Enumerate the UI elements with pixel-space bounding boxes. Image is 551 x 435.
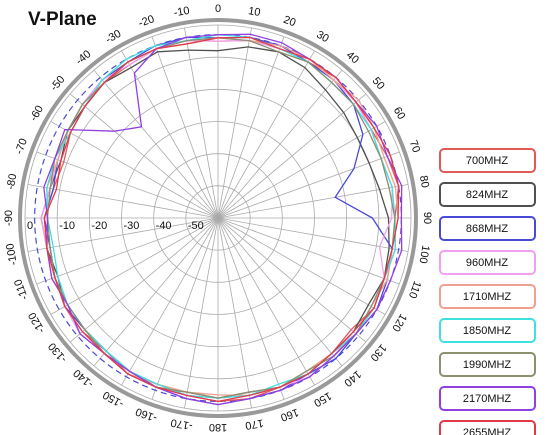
- theta-tick-label: 160: [279, 406, 300, 424]
- theta-tick-label: 170: [244, 416, 264, 431]
- legend-label: 824MHZ: [466, 189, 508, 201]
- grid-ring: [56, 56, 380, 380]
- theta-tick-label: 20: [282, 14, 298, 29]
- legend-label: 2655MHZ: [463, 427, 512, 435]
- theta-tick-label: -70: [13, 137, 30, 156]
- legend-box: [439, 386, 536, 411]
- r-tick-label: -20: [91, 220, 107, 232]
- legend-label: 1850MHZ: [463, 325, 512, 337]
- theta-tick-label: -110: [12, 277, 31, 301]
- theta-tick-label: -60: [28, 104, 46, 124]
- theta-tick-label: 10: [247, 5, 261, 19]
- legend-box: [439, 420, 536, 435]
- theta-tick-label: -90: [3, 210, 15, 226]
- theta-tick-label: 50: [370, 75, 387, 92]
- legend-box: [439, 318, 536, 343]
- r-tick-label: -40: [156, 220, 172, 232]
- legend-label: 2170MHZ: [463, 393, 512, 405]
- theta-tick-label: 80: [417, 175, 431, 189]
- legend-box: [439, 284, 536, 309]
- legend-box: [439, 352, 536, 377]
- grid-ring: [24, 24, 412, 412]
- theta-tick-label: 110: [406, 279, 423, 300]
- grid-ring: [153, 153, 283, 283]
- r-tick-label: -50: [188, 220, 204, 232]
- legend-box: [439, 148, 536, 173]
- theta-tick-label: 30: [314, 29, 331, 46]
- theta-tick-label: 0: [215, 3, 221, 15]
- theta-tick-label: 70: [407, 139, 422, 155]
- series-line: [43, 36, 400, 403]
- theta-tick-label: -100: [4, 242, 20, 266]
- chart-title: V-Plane: [28, 9, 97, 30]
- legend-label: 1990MHZ: [463, 359, 512, 371]
- grid-ring: [185, 185, 251, 251]
- r-tick-label: -30: [124, 220, 140, 232]
- outer-ring: [18, 18, 418, 418]
- legend-label: 868MHZ: [466, 223, 508, 235]
- theta-tick-label: 180: [209, 421, 227, 433]
- legend-label: 960MHZ: [466, 257, 508, 269]
- legend-box: [439, 250, 536, 275]
- theta-tick-label: 90: [421, 212, 433, 224]
- legend-label: 1710MHZ: [463, 291, 512, 303]
- grid-ring: [121, 121, 315, 315]
- theta-tick-label: 100: [416, 244, 431, 264]
- theta-tick-label: 60: [391, 105, 408, 122]
- theta-tick-label: -160: [134, 405, 159, 424]
- theta-tick-label: -80: [5, 173, 20, 191]
- grid-ring: [88, 88, 348, 348]
- theta-tick-label: 40: [344, 49, 361, 66]
- theta-tick-label: -20: [137, 13, 156, 30]
- legend-box: [439, 216, 536, 241]
- theta-tick-label: -170: [170, 416, 194, 432]
- series-line: [43, 33, 403, 406]
- legend-box: [439, 182, 536, 207]
- r-tick-label: 0: [27, 220, 33, 232]
- theta-tick-label: -30: [104, 28, 124, 46]
- legend-label: 700MHZ: [466, 155, 508, 167]
- r-tick-label: -10: [59, 220, 75, 232]
- theta-tick-label: -10: [173, 5, 191, 20]
